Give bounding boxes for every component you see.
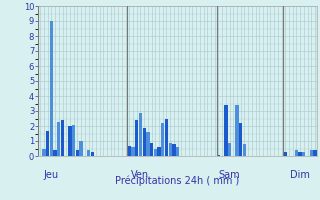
Bar	[42, 148, 46, 156]
Bar	[132, 147, 135, 156]
Bar	[295, 150, 298, 156]
Bar	[76, 150, 79, 156]
Bar	[309, 150, 313, 156]
Text: Jeu: Jeu	[44, 170, 59, 180]
Bar	[243, 144, 246, 156]
Bar	[228, 142, 231, 156]
Bar	[135, 120, 139, 156]
Bar	[87, 150, 90, 156]
Bar	[150, 142, 153, 156]
Text: Ven: Ven	[132, 170, 149, 180]
Bar	[172, 144, 176, 156]
Bar	[72, 124, 75, 156]
Bar	[161, 123, 164, 156]
Bar	[57, 121, 60, 156]
Bar	[68, 126, 72, 156]
Bar	[235, 105, 239, 156]
Bar	[299, 152, 302, 156]
Bar	[165, 118, 168, 156]
Bar	[169, 142, 172, 156]
Bar	[50, 21, 53, 156]
Bar	[239, 123, 242, 156]
Bar	[53, 150, 57, 156]
Bar	[284, 152, 287, 156]
Bar	[154, 148, 157, 156]
Bar	[142, 128, 146, 156]
Bar	[176, 147, 179, 156]
Bar	[157, 147, 161, 156]
Bar	[61, 120, 64, 156]
Bar	[313, 150, 316, 156]
Bar	[224, 105, 228, 156]
Bar	[91, 152, 94, 156]
Bar	[217, 154, 220, 156]
Bar	[79, 141, 83, 156]
Bar	[302, 152, 306, 156]
Bar	[128, 146, 131, 156]
Bar	[46, 130, 49, 156]
Text: Sam: Sam	[219, 170, 240, 180]
Bar	[146, 132, 149, 156]
Bar	[139, 112, 142, 156]
Text: Dim: Dim	[290, 170, 310, 180]
X-axis label: Précipitations 24h ( mm ): Précipitations 24h ( mm )	[116, 175, 240, 186]
